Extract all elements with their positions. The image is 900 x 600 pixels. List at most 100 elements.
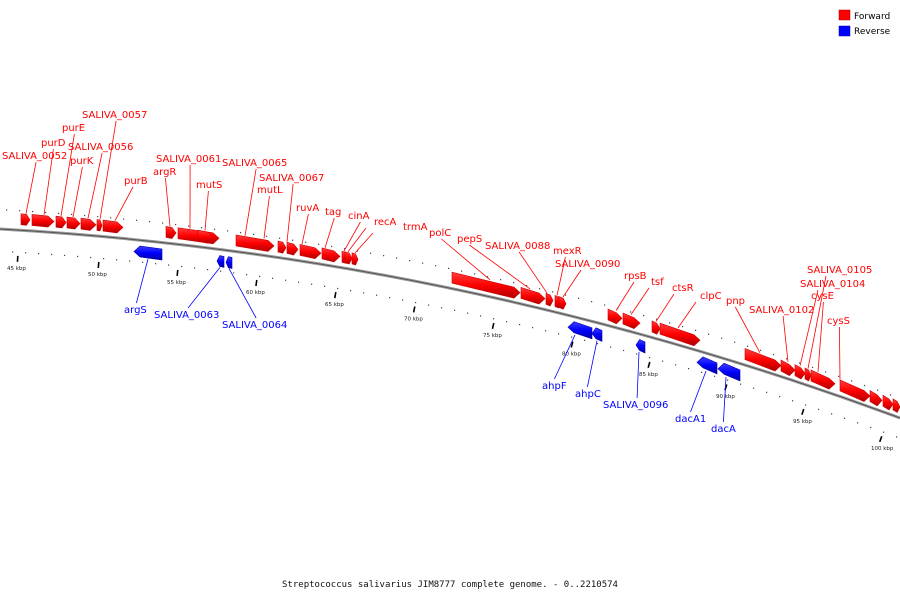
gene-label-polc[interactable]: polC: [429, 228, 451, 239]
guide-dot: [441, 307, 443, 309]
gene-label-muts[interactable]: mutS: [196, 180, 222, 191]
guide-dot: [220, 270, 222, 272]
gene-feature-trma[interactable]: [351, 252, 359, 266]
gene-feature-daca[interactable]: [717, 362, 741, 382]
leader-line: [60, 133, 75, 217]
gene-feature-saliva-0102[interactable]: [780, 359, 796, 377]
gene-feature-saliva-0064[interactable]: [225, 256, 233, 269]
gene-label-clpc[interactable]: clpC: [700, 291, 722, 302]
gene-feature-muts[interactable]: [197, 229, 215, 244]
gene-label-rpsb[interactable]: rpsB: [624, 271, 647, 282]
gene-feature-saliva-0052[interactable]: [20, 213, 31, 226]
gene-label-saliva-0067[interactable]: SALIVA_0067: [259, 173, 324, 184]
gene-feature-peps[interactable]: [520, 286, 546, 305]
leader-line: [43, 148, 54, 215]
gene-label-ctsr[interactable]: ctsR: [672, 283, 694, 294]
gene-feature-tag[interactable]: [321, 247, 341, 263]
gene-feature-saliva-0088[interactable]: [545, 292, 554, 307]
gene-feature-clpc[interactable]: [659, 322, 701, 347]
gene-label-args[interactable]: argS: [124, 305, 147, 316]
guide-dot: [19, 210, 21, 212]
gene-label-saliva-0096[interactable]: SALIVA_0096: [603, 400, 668, 411]
leader-line: [301, 213, 309, 245]
gene-label-peps[interactable]: pepS: [457, 234, 482, 245]
gene-feature-saliva-0096[interactable]: [635, 339, 646, 354]
gene-label-saliva-0057[interactable]: SALIVA_0057: [82, 110, 147, 121]
gene-label-saliva-0052[interactable]: SALIVA_0052: [2, 151, 67, 162]
gene-feature-ruva[interactable]: [299, 243, 322, 260]
gene-feature-reca[interactable]: [344, 251, 353, 265]
gene-feature-saliva-0065[interactable]: [235, 234, 275, 252]
gene-feature-cyss[interactable]: [839, 379, 871, 402]
gene-feature-unlabelled[interactable]: [882, 394, 894, 411]
gene-label-mutl[interactable]: mutL: [257, 185, 283, 196]
gene-feature-tsf[interactable]: [622, 312, 641, 329]
gene-feature-purk[interactable]: [66, 216, 81, 230]
gene-feature-saliva-0056[interactable]: [80, 217, 97, 231]
gene-feature-polc[interactable]: [451, 271, 521, 299]
gene-label-purk[interactable]: purK: [70, 156, 94, 167]
gene-label-tag[interactable]: tag: [325, 207, 341, 218]
gene-feature-rpsb[interactable]: [607, 308, 623, 325]
gene-label-saliva-0064[interactable]: SALIVA_0064: [222, 320, 287, 331]
gene-feature-purb[interactable]: [102, 219, 124, 234]
gene-feature-saliva-0105[interactable]: [804, 367, 812, 382]
gene-label-purb[interactable]: purB: [124, 176, 148, 187]
gene-label-cyss[interactable]: cysS: [827, 316, 850, 327]
gene-label-argr[interactable]: argR: [153, 167, 176, 178]
guide-dot: [428, 304, 430, 306]
gene-label-saliva-0088[interactable]: SALIVA_0088: [485, 241, 550, 252]
gene-label-saliva-0056[interactable]: SALIVA_0056: [68, 142, 133, 153]
gene-label-ahpc[interactable]: ahpC: [575, 389, 601, 400]
gene-feature-daca1[interactable]: [696, 356, 718, 375]
gene-label-saliva-0065[interactable]: SALIVA_0065: [222, 158, 287, 169]
gene-feature-cyse[interactable]: [810, 369, 836, 390]
gene-feature-argr[interactable]: [165, 226, 177, 239]
gene-label-saliva-0104[interactable]: SALIVA_0104: [800, 279, 865, 290]
gene-label-cyse[interactable]: cysE: [811, 291, 834, 302]
gene-label-tsf[interactable]: tsf: [651, 277, 664, 288]
gene-feature-saliva-0067[interactable]: [286, 241, 299, 256]
gene-label-ruva[interactable]: ruvA: [296, 203, 319, 214]
gene-feature-args[interactable]: [133, 245, 163, 261]
guide-dot: [207, 269, 209, 271]
gene-feature-unlabelled[interactable]: [869, 390, 883, 407]
gene-label-trma[interactable]: trmA: [403, 222, 428, 233]
leader-line: [165, 177, 171, 227]
gene-label-mexr[interactable]: mexR: [553, 246, 582, 257]
guide-dot: [58, 212, 60, 215]
gene-feature-saliva-0104[interactable]: [794, 364, 806, 380]
gene-feature-ahpf[interactable]: [567, 321, 593, 340]
gene-label-ahpf[interactable]: ahpF: [542, 381, 567, 392]
gene-label-saliva-0063[interactable]: SALIVA_0063: [154, 310, 219, 321]
guide-dot: [584, 339, 586, 341]
guide-dot: [799, 362, 801, 364]
leader-line: [782, 315, 789, 362]
gene-label-purd[interactable]: purD: [41, 138, 66, 149]
guide-dot: [25, 252, 27, 254]
gene-label-reca[interactable]: recA: [374, 217, 397, 228]
gene-feature-pure[interactable]: [55, 215, 67, 229]
scale-tick: [878, 435, 883, 443]
leader-line: [807, 275, 827, 369]
gene-label-saliva-0061[interactable]: SALIVA_0061: [156, 154, 221, 165]
gene-feature-saliva-0090[interactable]: [558, 296, 567, 310]
gene-feature-saliva-0057[interactable]: [96, 219, 103, 232]
gene-label-saliva-0105[interactable]: SALIVA_0105: [807, 265, 872, 276]
gene-feature-ctsr[interactable]: [651, 320, 661, 335]
gene-label-daca[interactable]: dacA: [711, 424, 736, 435]
gene-label-saliva-0090[interactable]: SALIVA_0090: [555, 259, 620, 270]
gene-feature-saliva-0063[interactable]: [216, 255, 225, 268]
gene-feature-unlabelled[interactable]: [892, 398, 900, 413]
gene-label-pure[interactable]: purE: [62, 123, 85, 134]
gene-feature-mutl[interactable]: [277, 240, 287, 254]
gene-label-saliva-0102[interactable]: SALIVA_0102: [749, 305, 814, 316]
gene-label-pnp[interactable]: pnp: [726, 296, 745, 307]
guide-dot: [331, 245, 333, 248]
scale-tick-label: 95 kbp: [793, 419, 812, 425]
gene-label-daca1[interactable]: dacA1: [675, 414, 706, 425]
gene-feature-pnp[interactable]: [744, 348, 782, 372]
gene-label-cina[interactable]: cinA: [348, 211, 370, 222]
gene-feature-purd[interactable]: [31, 214, 55, 228]
gene-feature-ahpc[interactable]: [591, 327, 603, 342]
